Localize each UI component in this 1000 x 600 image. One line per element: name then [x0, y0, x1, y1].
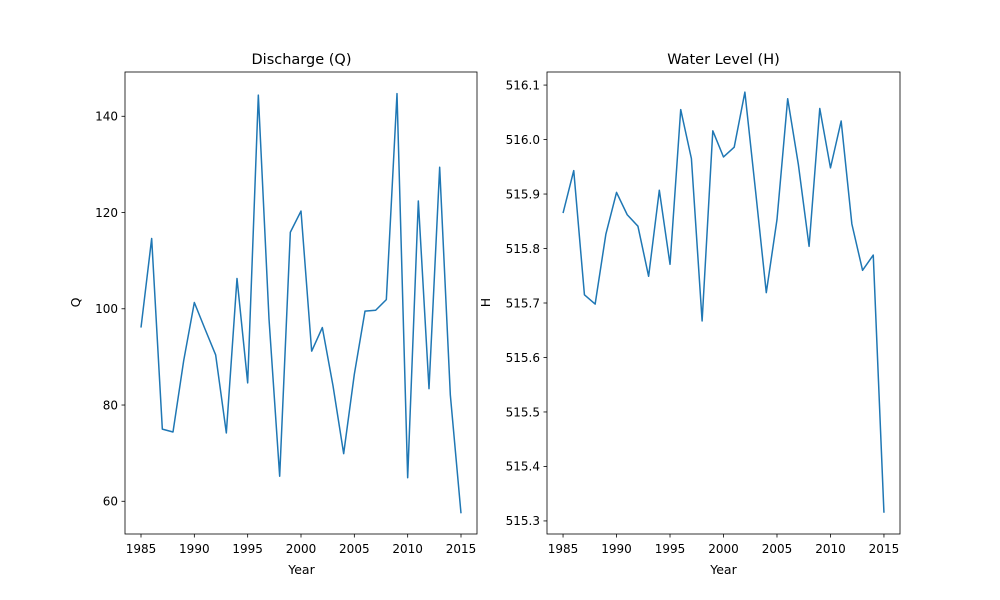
water-level-chart: Water Level (H) Year H 1985 1990 1995 2000 2… [478, 52, 901, 577]
y-tick-label: 515.6 [506, 351, 540, 365]
series-line [140, 92, 462, 514]
y-tick-label: 515.8 [506, 242, 540, 256]
y-tick-label: 140 [95, 110, 118, 124]
discharge-chart: Discharge (Q) Year Q 1985 1990 1995 2000 200… [68, 52, 478, 577]
y-tick-label: 516.1 [506, 78, 540, 92]
y-tick-label: 60 [103, 495, 118, 509]
y-tick-label: 120 [95, 206, 118, 220]
x-axis-label: Year [287, 562, 315, 577]
chart-title: Discharge (Q) [252, 52, 352, 68]
x-tick-label: 1985 [548, 542, 579, 556]
y-axis-label: H [478, 298, 493, 307]
x-tick-label: 1990 [179, 542, 210, 556]
x-tick-label: 1995 [232, 542, 263, 556]
y-tick-label: 515.3 [506, 514, 540, 528]
x-tick-label: 2000 [286, 542, 317, 556]
x-tick-label: 2015 [869, 542, 900, 556]
x-tick-label: 1985 [126, 542, 157, 556]
y-axis-label: Q [68, 297, 83, 307]
x-tick-label: 2005 [339, 542, 370, 556]
y-tick-label: 80 [103, 398, 118, 412]
x-tick-label: 2010 [815, 542, 846, 556]
y-tick-label: 515.7 [506, 296, 540, 310]
x-tick-label: 2000 [708, 542, 739, 556]
y-tick-label: 100 [95, 302, 118, 316]
y-tick-label: 516.0 [506, 133, 540, 147]
x-tick-label: 1995 [655, 542, 686, 556]
x-tick-label: 2010 [392, 542, 423, 556]
x-axis-label: Year [709, 562, 737, 577]
chart-title: Water Level (H) [667, 52, 780, 68]
y-tick-label: 515.5 [506, 405, 540, 419]
x-tick-label: 1990 [601, 542, 632, 556]
y-tick-label: 515.9 [506, 187, 540, 201]
x-tick-label: 2005 [762, 542, 793, 556]
x-tick-label: 2015 [446, 542, 477, 556]
series-line [562, 91, 885, 513]
y-tick-label: 515.4 [506, 460, 540, 474]
